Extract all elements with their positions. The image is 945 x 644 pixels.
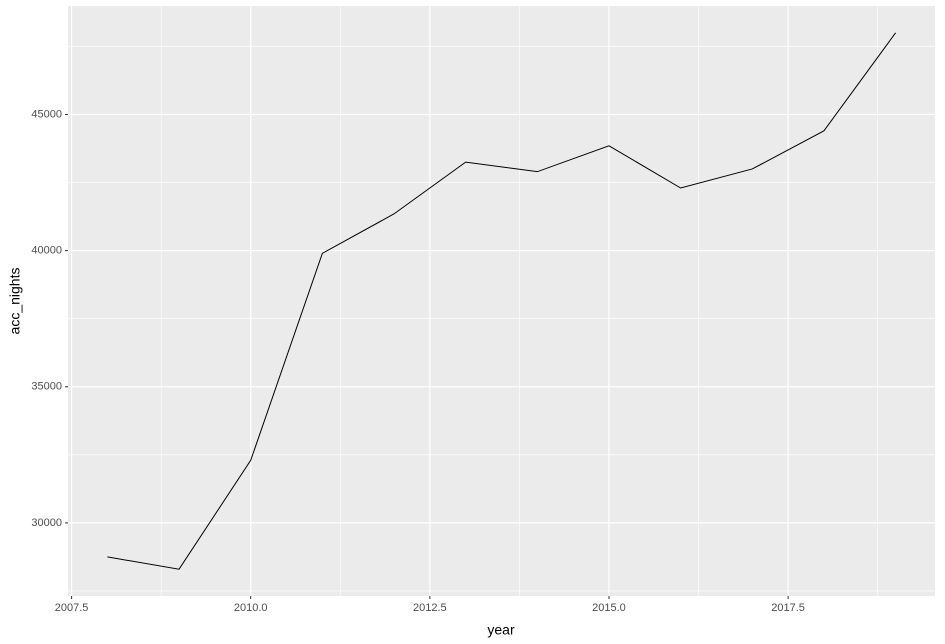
x-tick-label: 2010.0 <box>234 602 268 614</box>
y-axis-title: acc_nights <box>7 268 23 335</box>
y-tick-label: 35000 <box>31 381 62 393</box>
x-axis-title: year <box>487 622 515 638</box>
y-tick-label: 45000 <box>31 108 62 120</box>
y-tick-label: 40000 <box>31 245 62 257</box>
data-line <box>107 32 896 570</box>
y-tick-label: 30000 <box>31 517 62 529</box>
x-tick-label: 2007.5 <box>55 602 89 614</box>
x-tick-label: 2017.5 <box>771 602 805 614</box>
x-tick-label: 2015.0 <box>592 602 626 614</box>
x-tick-label: 2012.5 <box>413 602 447 614</box>
panel <box>68 6 935 596</box>
